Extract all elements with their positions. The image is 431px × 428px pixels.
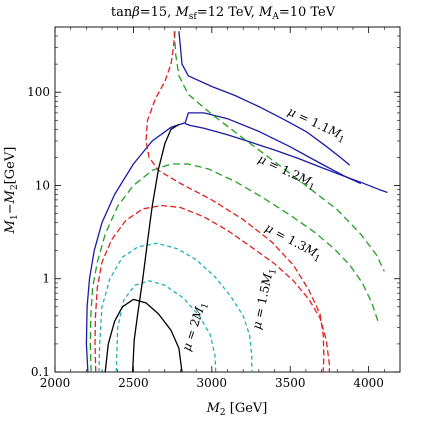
plot-frame xyxy=(54,26,401,373)
y-tick-label: 1 xyxy=(42,272,50,286)
contour-line-1 xyxy=(85,112,362,373)
contour-label-3: μ = 1.3M1 xyxy=(261,221,324,265)
x-tick-label: 3000 xyxy=(197,376,228,390)
x-tick-label: 2000 xyxy=(40,376,71,390)
contour-label-2: μ = 1.2M1 xyxy=(255,152,319,194)
y-tick-label: 10 xyxy=(35,178,50,192)
contour-line-3 xyxy=(145,31,325,373)
x-tick-label: 4000 xyxy=(353,376,384,390)
contour-lines xyxy=(85,31,388,373)
contour-line-2 xyxy=(89,163,379,373)
contour-line-2 xyxy=(173,31,385,272)
y-tick-label: 0.1 xyxy=(31,365,50,379)
contour-line-5 xyxy=(131,123,180,373)
chart-title: tanβ=15, Msf=12 TeV, MA=10 TeV xyxy=(111,5,336,22)
x-tick-label: 3500 xyxy=(275,376,306,390)
contour-line-1 xyxy=(178,31,351,166)
x-axis-label: M2 [GeV] xyxy=(206,401,268,418)
contour-label-5: μ = 2M1 xyxy=(179,300,211,354)
contour-line-5 xyxy=(104,298,183,373)
y-tick-label: 100 xyxy=(27,85,50,99)
contour-line-1 xyxy=(184,122,388,194)
axis-ticks: 2000 2500 3000 3500 4000 0.1 1 10 100 xyxy=(27,26,400,390)
contour-line-4 xyxy=(98,242,253,373)
contour-line-3 xyxy=(94,204,331,373)
x-tick-label: 2500 xyxy=(118,376,149,390)
y-axis-label: M1−M2[GeV] xyxy=(3,147,20,235)
contour-label-4: μ = 1.5M1 xyxy=(249,267,279,332)
